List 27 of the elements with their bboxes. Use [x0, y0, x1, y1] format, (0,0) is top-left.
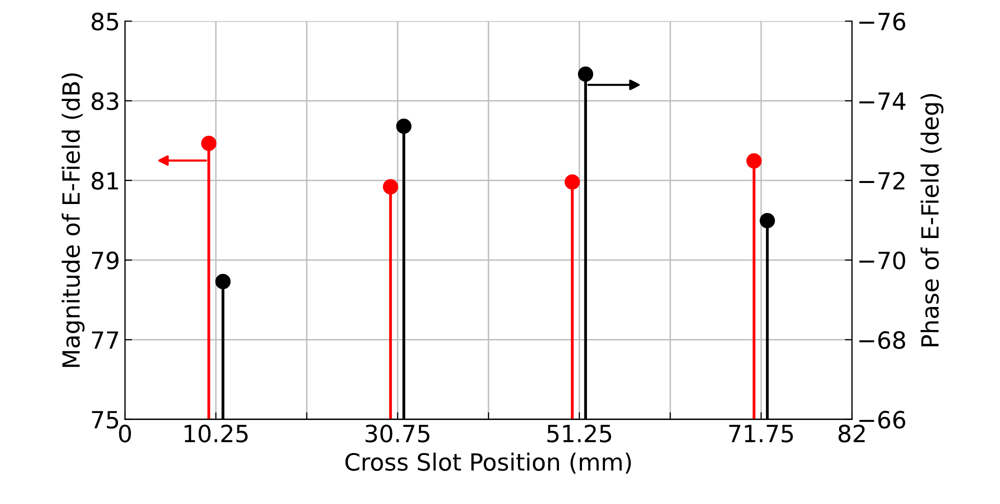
- point: [746, 153, 762, 169]
- x-tick-label: 10.25: [184, 424, 248, 442]
- x-tick-label: 0: [119, 424, 131, 442]
- y-tick-label: 81: [92, 172, 118, 190]
- point: [382, 179, 398, 194]
- x-tick-label: 51.25: [547, 424, 612, 442]
- point: [215, 274, 231, 290]
- y2-tick-label: −72: [859, 172, 904, 190]
- point: [201, 136, 216, 152]
- x-tick-label: 30.75: [366, 424, 430, 442]
- y-tick-label: 85: [92, 12, 118, 30]
- y2-tick-label: −70: [859, 252, 906, 270]
- y2-tick-label: −74: [859, 92, 906, 110]
- y2-tick-label: −76: [859, 12, 906, 30]
- y-tick-label: 75: [92, 411, 118, 429]
- y-axis-title: Magnitude of E-Field (dB): [62, 73, 85, 367]
- y-tick-label: 77: [92, 331, 118, 349]
- point: [564, 174, 580, 190]
- point: [760, 213, 775, 228]
- y-tick-label: 83: [92, 92, 118, 110]
- x-tick-label: 71.75: [729, 424, 793, 442]
- x-axis-title: Cross Slot Position (mm): [345, 452, 631, 474]
- point: [396, 118, 412, 134]
- y2-axis-title: Phase of E-Field (deg): [920, 94, 944, 346]
- y-tick-label: 79: [92, 252, 118, 270]
- point: [578, 66, 594, 82]
- y2-tick-label: −68: [859, 331, 906, 349]
